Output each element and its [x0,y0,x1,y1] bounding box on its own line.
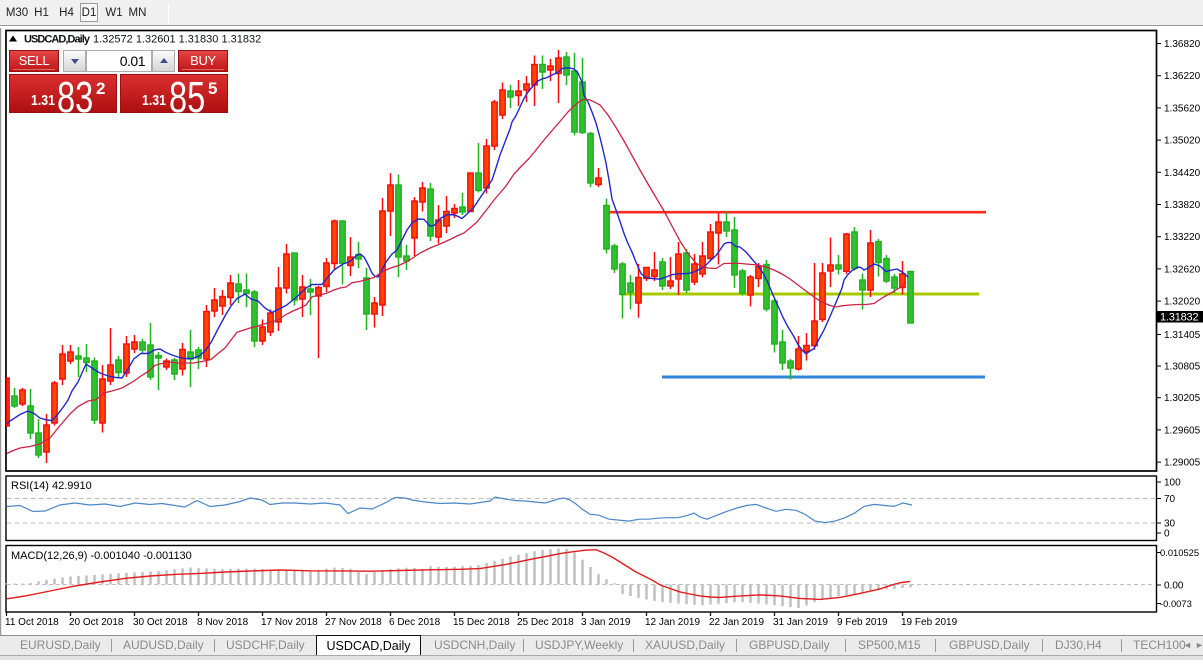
svg-text:0.010525: 0.010525 [1160,547,1199,558]
svg-text:1.31832: 1.31832 [1160,312,1198,324]
svg-text:RSI(14) 42.9910: RSI(14) 42.9910 [11,480,92,492]
svg-text:1.34420: 1.34420 [1164,168,1201,179]
svg-text:1.35020: 1.35020 [1164,136,1201,147]
svg-text:27 Nov 2018: 27 Nov 2018 [325,617,382,628]
svg-text:1.32020: 1.32020 [1164,297,1201,308]
svg-text:30: 30 [1164,519,1176,530]
svg-text:6 Dec 2018: 6 Dec 2018 [389,617,441,628]
svg-text:31 Jan 2019: 31 Jan 2019 [773,617,828,628]
svg-text:12 Jan 2019: 12 Jan 2019 [645,617,700,628]
svg-text:8 Nov 2018: 8 Nov 2018 [197,617,249,628]
svg-text:22 Jan 2019: 22 Jan 2019 [709,617,764,628]
svg-text:0.00: 0.00 [1164,581,1184,592]
svg-text:20 Oct 2018: 20 Oct 2018 [69,617,124,628]
svg-text:11 Oct 2018: 11 Oct 2018 [5,617,59,628]
svg-text:1.33220: 1.33220 [1164,232,1201,243]
svg-text:9 Feb 2019: 9 Feb 2019 [837,617,888,628]
svg-text:1.30805: 1.30805 [1164,362,1201,373]
svg-text:25 Dec 2018: 25 Dec 2018 [517,617,574,628]
svg-text:1.33820: 1.33820 [1164,200,1201,211]
svg-text:1.32572 1.32601 1.31830 1.3183: 1.32572 1.32601 1.31830 1.31832 [93,34,261,46]
svg-text:1.29605: 1.29605 [1164,425,1201,436]
svg-text:1.31405: 1.31405 [1164,330,1201,341]
svg-text:-0.0073: -0.0073 [1160,598,1192,609]
svg-text:70: 70 [1164,494,1176,505]
svg-text:MACD(12,26,9) -0.001040 -0.001: MACD(12,26,9) -0.001040 -0.001130 [11,550,192,562]
svg-text:100: 100 [1164,478,1181,489]
svg-text:30 Oct 2018: 30 Oct 2018 [133,617,188,628]
svg-text:17 Nov 2018: 17 Nov 2018 [261,617,318,628]
svg-text:USDCAD,Daily: USDCAD,Daily [24,34,91,46]
svg-text:1.35620: 1.35620 [1164,103,1201,114]
svg-text:1.32620: 1.32620 [1164,264,1201,275]
svg-text:0: 0 [1164,529,1170,540]
svg-text:1.29005: 1.29005 [1164,458,1201,469]
svg-text:1.36220: 1.36220 [1164,71,1201,82]
svg-text:19 Feb 2019: 19 Feb 2019 [901,617,958,628]
svg-text:15 Dec 2018: 15 Dec 2018 [453,617,510,628]
svg-text:3 Jan 2019: 3 Jan 2019 [581,617,631,628]
svg-text:1.30205: 1.30205 [1164,393,1201,404]
svg-text:1.36820: 1.36820 [1164,39,1201,50]
